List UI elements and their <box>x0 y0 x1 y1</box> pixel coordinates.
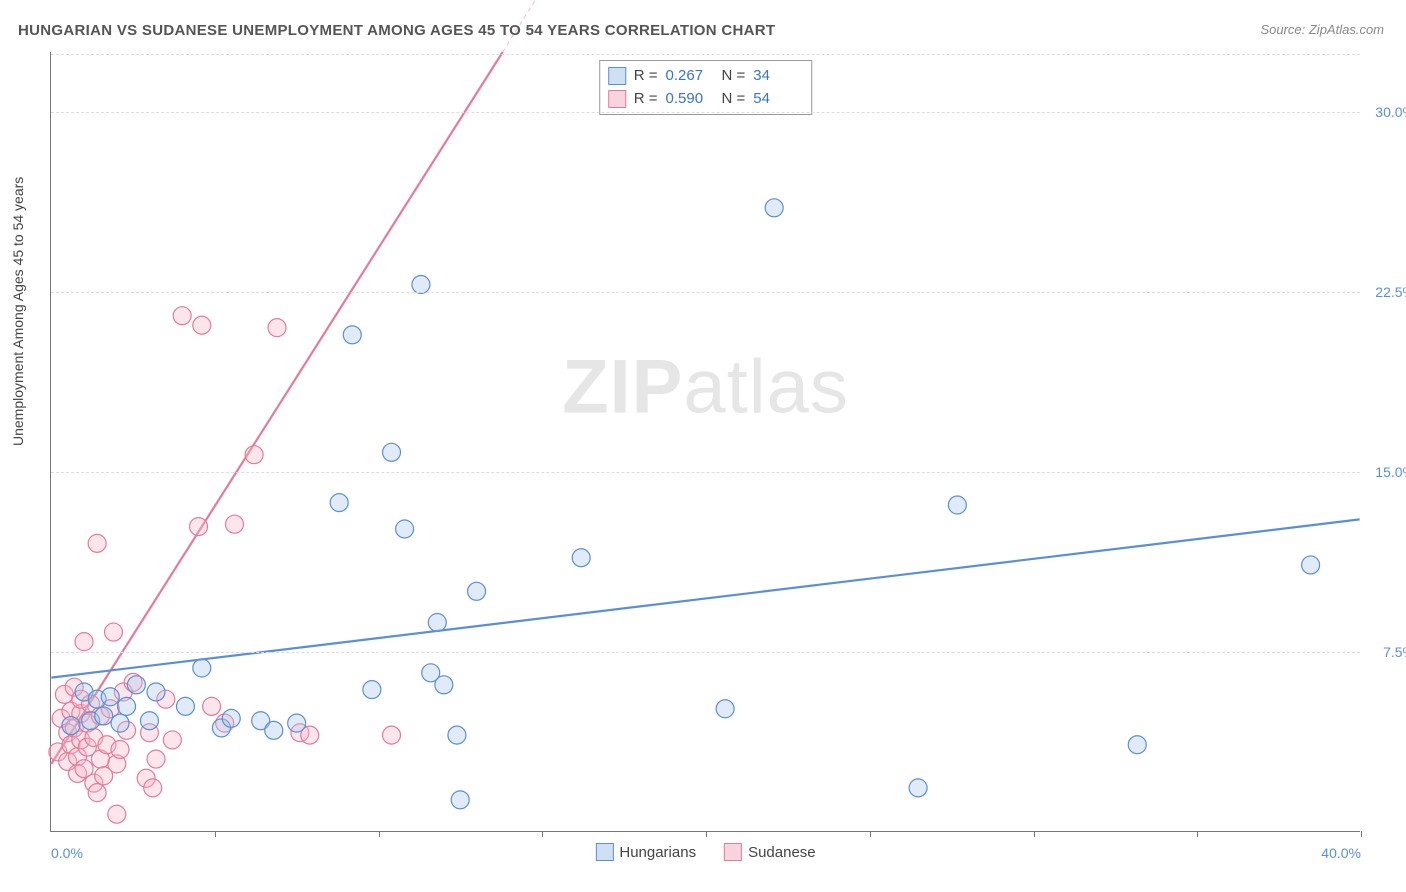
data-point <box>572 549 590 567</box>
data-point <box>144 779 162 797</box>
data-point <box>268 319 286 337</box>
data-point <box>118 697 136 715</box>
x-tick <box>379 831 380 837</box>
legend-label: Sudanese <box>748 844 816 861</box>
legend-swatch <box>608 67 626 85</box>
n-value: 34 <box>753 65 801 88</box>
data-point <box>75 633 93 651</box>
data-point <box>435 676 453 694</box>
r-value: 0.590 <box>666 88 714 111</box>
data-point <box>95 707 113 725</box>
data-point <box>716 700 734 718</box>
data-point <box>111 714 129 732</box>
x-tick <box>1197 831 1198 837</box>
gridline-h <box>51 54 1360 55</box>
data-point <box>948 496 966 514</box>
data-point <box>383 443 401 461</box>
source-label: Source: ZipAtlas.com <box>1260 22 1384 37</box>
legend-item: Hungarians <box>595 843 696 861</box>
data-point <box>383 726 401 744</box>
chart-title: HUNGARIAN VS SUDANESE UNEMPLOYMENT AMONG… <box>18 22 775 39</box>
data-point <box>104 623 122 641</box>
data-point <box>226 515 244 533</box>
data-point <box>343 326 361 344</box>
legend-swatch <box>595 843 613 861</box>
r-label: R = <box>634 88 658 111</box>
y-tick-label: 7.5% <box>1383 644 1406 660</box>
data-point <box>448 726 466 744</box>
data-point <box>265 721 283 739</box>
data-point <box>108 805 126 823</box>
data-point <box>173 307 191 325</box>
n-value: 54 <box>753 88 801 111</box>
gridline-h <box>51 472 1360 473</box>
regression-line <box>51 519 1359 677</box>
data-point <box>163 731 181 749</box>
legend-swatch <box>724 843 742 861</box>
x-tick <box>542 831 543 837</box>
data-point <box>222 709 240 727</box>
x-tick-label: 0.0% <box>51 845 83 861</box>
data-point <box>909 779 927 797</box>
data-point <box>88 534 106 552</box>
data-point <box>412 276 430 294</box>
data-point <box>190 518 208 536</box>
y-tick-label: 15.0% <box>1375 464 1406 480</box>
y-axis-title: Unemployment Among Ages 45 to 54 years <box>10 177 26 446</box>
n-label: N = <box>722 65 746 88</box>
legend-item: Sudanese <box>724 843 816 861</box>
data-point <box>147 683 165 701</box>
r-label: R = <box>634 65 658 88</box>
x-tick-label: 40.0% <box>1321 845 1361 861</box>
data-point <box>330 494 348 512</box>
data-point <box>127 676 145 694</box>
gridline-h <box>51 652 1360 653</box>
data-point <box>428 613 446 631</box>
legend-label: Hungarians <box>619 844 696 861</box>
stats-row: R = 0.267 N = 34 <box>608 65 802 88</box>
data-point <box>765 199 783 217</box>
y-tick-label: 22.5% <box>1375 284 1406 300</box>
stats-row: R = 0.590 N = 54 <box>608 88 802 111</box>
data-point <box>193 659 211 677</box>
data-point <box>140 712 158 730</box>
data-point <box>88 784 106 802</box>
plot-area: ZIPatlas R =0.267N =34R =0.590N =54 Hung… <box>50 52 1360 832</box>
plot-svg <box>51 52 1360 831</box>
stats-legend: R = 0.267 N = 34 R = 0.590 N = 54 <box>599 60 813 115</box>
data-point <box>451 791 469 809</box>
x-tick <box>215 831 216 837</box>
bottom-legend: Hungarians Sudanese <box>595 843 815 861</box>
data-point <box>288 714 306 732</box>
data-point <box>1302 556 1320 574</box>
data-point <box>111 741 129 759</box>
n-label: N = <box>722 88 746 111</box>
data-point <box>363 681 381 699</box>
r-value: 0.267 <box>666 65 714 88</box>
data-point <box>203 697 221 715</box>
y-tick-label: 30.0% <box>1375 104 1406 120</box>
data-point <box>147 750 165 768</box>
legend-swatch <box>608 90 626 108</box>
x-tick <box>1361 831 1362 837</box>
data-point <box>468 582 486 600</box>
x-tick <box>1034 831 1035 837</box>
x-tick <box>870 831 871 837</box>
data-point <box>176 697 194 715</box>
data-point <box>245 446 263 464</box>
gridline-h <box>51 112 1360 113</box>
data-point <box>193 316 211 334</box>
x-tick <box>706 831 707 837</box>
gridline-h <box>51 292 1360 293</box>
regression-line <box>51 52 502 764</box>
data-point <box>62 717 80 735</box>
data-point <box>1128 736 1146 754</box>
data-point <box>101 688 119 706</box>
data-point <box>396 520 414 538</box>
